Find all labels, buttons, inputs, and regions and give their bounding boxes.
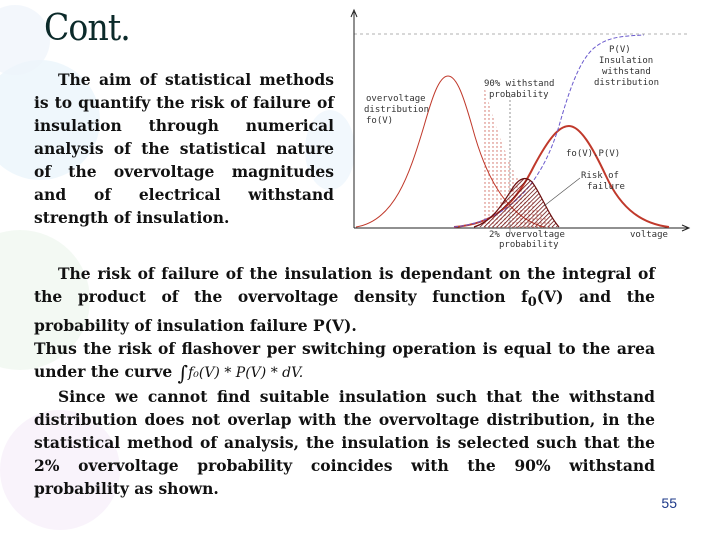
body-line-1-sub: 0 <box>527 295 537 311</box>
label-overvoltage-1: overvoltage <box>366 94 426 104</box>
integral-equation: ∫f₀(V) * P(V) * dV. <box>178 362 304 385</box>
body-line-2: Thus the risk of flashover per switching… <box>34 337 655 385</box>
risk-pointer <box>543 177 581 207</box>
integral-symbol: ∫ <box>177 361 189 386</box>
overvoltage-curve <box>355 75 545 228</box>
label-overvoltage-3: fo(V) <box>366 116 393 126</box>
label-90-withstand-1: 90% withstand <box>484 79 554 89</box>
body-line-1-post: (V) and the probability of insulation fa… <box>34 287 655 336</box>
intro-text: The aim of statistical methods is to qua… <box>34 70 334 227</box>
label-insulation-2: withstand <box>602 67 651 77</box>
label-risk-2: failure <box>587 182 625 192</box>
page-number: 55 <box>661 495 677 511</box>
distribution-figure: P(V) Insulation withstand distribution 9… <box>350 8 691 250</box>
label-90-withstand-2: probability <box>489 90 549 100</box>
label-product: fo(V).P(V) <box>566 149 620 159</box>
label-2-percent-2: probability <box>499 240 559 250</box>
label-risk-1: Risk of <box>581 171 619 181</box>
equation-text: f₀(V) * P(V) * dV. <box>188 365 304 382</box>
overlap-dotted-area <box>484 86 554 228</box>
y-axis-arrow <box>350 8 358 18</box>
body-line-3-text: Since we cannot find suitable insulation… <box>34 387 655 499</box>
label-insulation-1: Insulation <box>599 56 653 66</box>
intro-paragraph: The aim of statistical methods is to qua… <box>34 68 334 229</box>
slide-title: Cont. <box>44 8 131 49</box>
body-line-1: The risk of failure of the insulation is… <box>34 262 655 337</box>
body-line-1-pre: The risk of failure of the insulation is… <box>34 264 655 306</box>
body-paragraph: The risk of failure of the insulation is… <box>34 262 655 500</box>
product-curve <box>473 177 560 228</box>
label-voltage: voltage <box>630 230 668 240</box>
label-pv: P(V) <box>609 45 631 55</box>
label-overvoltage-2: distribution <box>364 105 429 115</box>
label-insulation-3: distribution <box>594 78 659 88</box>
body-line-2-text: Thus the risk of flashover per switching… <box>34 339 655 382</box>
x-axis-arrow <box>681 224 691 232</box>
label-2-percent-1: 2% overvoltage <box>489 230 565 240</box>
body-line-3: Since we cannot find suitable insulation… <box>34 385 655 500</box>
